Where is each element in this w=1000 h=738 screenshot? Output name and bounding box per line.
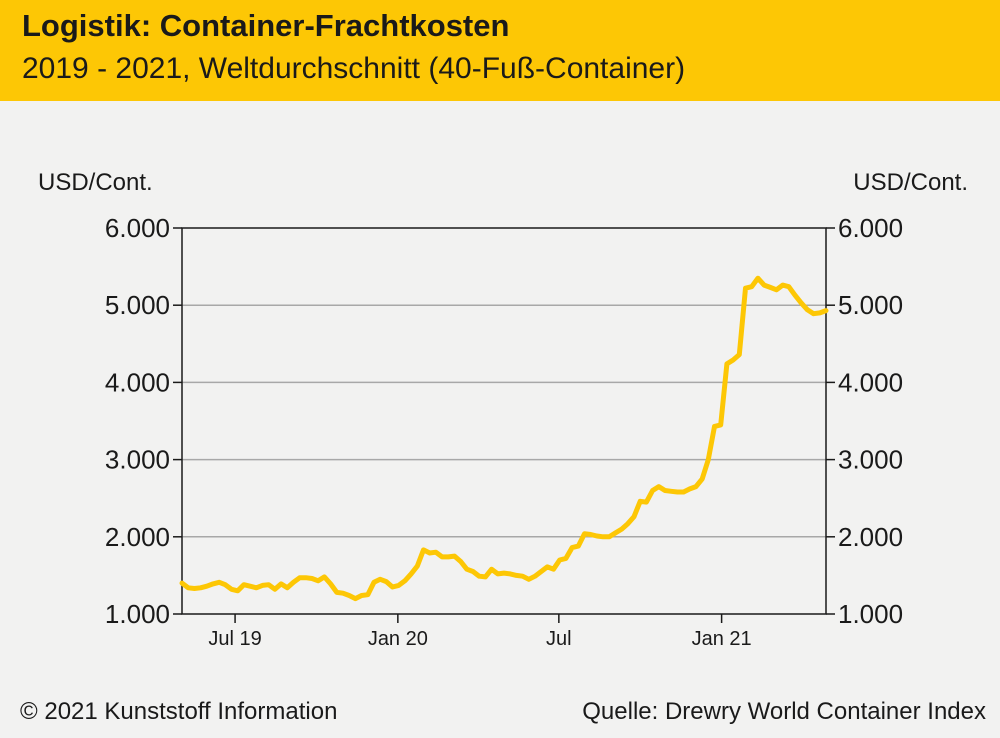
y-tick-label-right: 6.000 — [838, 213, 903, 243]
y-tick-label-right: 4.000 — [838, 367, 903, 397]
y-tick-label-left: 1.000 — [105, 599, 170, 629]
x-tick-label: Jul 19 — [208, 628, 261, 650]
x-tick-label: Jan 21 — [692, 628, 752, 650]
x-tick-label: Jan 20 — [368, 628, 428, 650]
chart-title: Logistik: Container-Frachtkosten — [22, 8, 510, 43]
y-tick-label-right: 5.000 — [838, 290, 903, 320]
y-tick-label-left: 4.000 — [105, 367, 170, 397]
header-banner: Logistik: Container-Frachtkosten 2019 - … — [0, 0, 1000, 101]
copyright-notice: © 2021 Kunststoff Information — [20, 698, 338, 725]
y-tick-label-left: 2.000 — [105, 522, 170, 552]
y-tick-label-left: 3.000 — [105, 445, 170, 475]
y-tick-label-left: 5.000 — [105, 290, 170, 320]
y-axis-label-left: USD/Cont. — [38, 169, 153, 196]
y-axis-label-right: USD/Cont. — [853, 169, 968, 196]
series-line — [179, 275, 829, 602]
y-tick-label-right: 1.000 — [838, 599, 903, 629]
y-tick-label-right: 3.000 — [838, 445, 903, 475]
y-tick-label-right: 2.000 — [838, 522, 903, 552]
source-note: Quelle: Drewry World Container Index — [582, 698, 986, 725]
y-tick-label-left: 6.000 — [105, 213, 170, 243]
plot-frame — [181, 227, 827, 615]
chart-subtitle: 2019 - 2021, Weltdurchschnitt (40-Fuß-Co… — [22, 52, 686, 85]
x-tick-label: Jul — [546, 628, 572, 650]
